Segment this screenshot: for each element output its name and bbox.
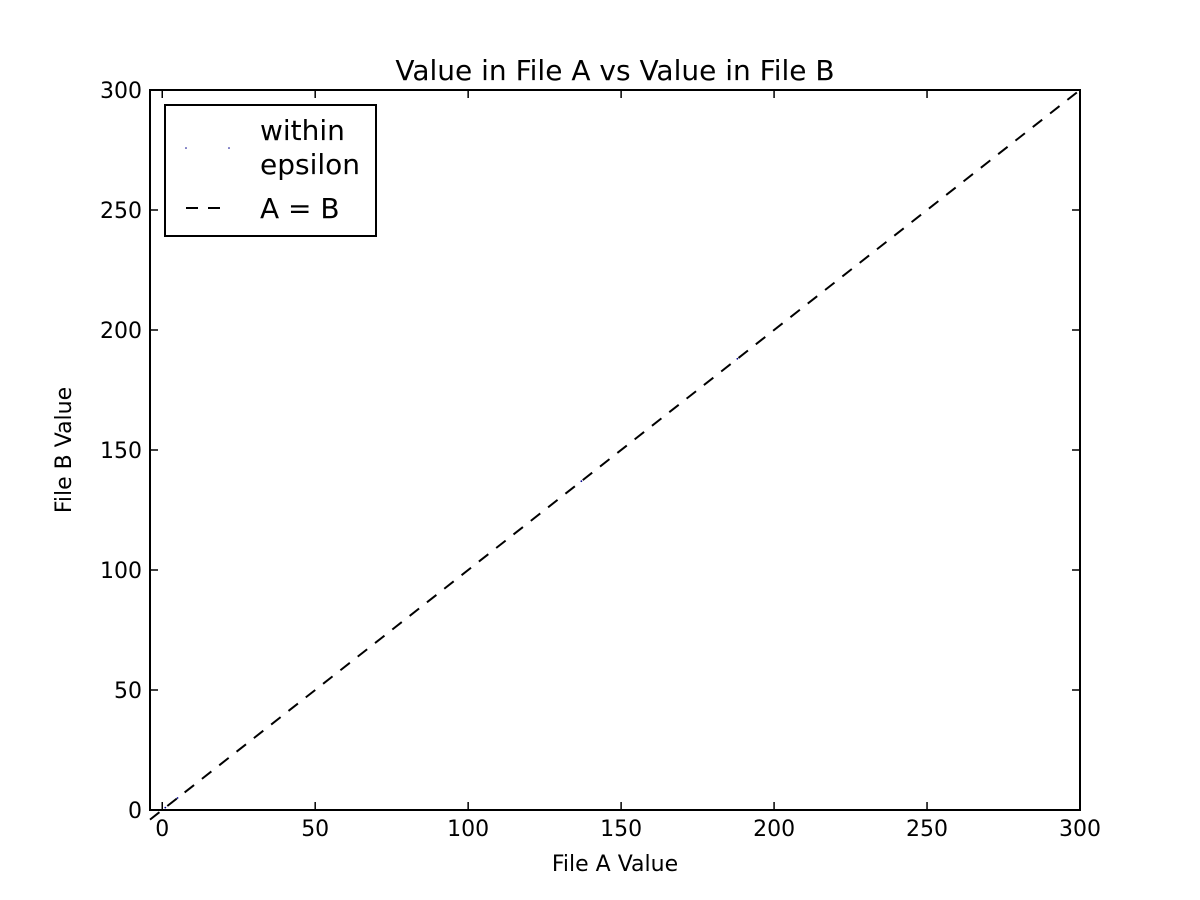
y-tick-labels: 0 50 100 150 200 250 300 bbox=[100, 79, 142, 824]
x-tick-label: 100 bbox=[447, 817, 489, 842]
x-tick-label: 200 bbox=[753, 817, 795, 842]
legend: within epsilon A = B bbox=[164, 104, 377, 237]
y-tick-label: 200 bbox=[100, 319, 142, 344]
chart-title: Value in File A vs Value in File B bbox=[395, 54, 834, 87]
x-tick-label: 50 bbox=[301, 817, 329, 842]
data-point bbox=[176, 797, 179, 799]
y-tick-label: 300 bbox=[100, 79, 142, 104]
legend-marker-points bbox=[228, 147, 230, 149]
y-tick-label: 100 bbox=[100, 559, 142, 584]
legend-label-line: epsilon bbox=[260, 148, 360, 181]
y-axis-title: File B Value bbox=[52, 387, 77, 513]
y-tick-label: 50 bbox=[114, 679, 142, 704]
legend-label-within-epsilon: within epsilon bbox=[260, 114, 360, 181]
data-point bbox=[736, 357, 739, 360]
x-tick-label: 250 bbox=[906, 817, 948, 842]
x-tick-label: 150 bbox=[600, 817, 642, 842]
x-axis-title: File A Value bbox=[552, 852, 678, 877]
x-tick-label: 300 bbox=[1059, 817, 1101, 842]
x-tick-labels: 0 50 100 150 200 250 300 bbox=[155, 817, 1101, 842]
legend-label-a-equals-b: A = B bbox=[260, 192, 340, 225]
plot-area bbox=[149, 89, 1081, 821]
y-tick-label: 250 bbox=[100, 199, 142, 224]
plot-frame bbox=[149, 89, 1081, 811]
y-tick-label: 150 bbox=[100, 439, 142, 464]
x-tick-label: 0 bbox=[155, 817, 169, 842]
legend-marker-points bbox=[185, 147, 187, 149]
legend-box bbox=[164, 104, 377, 237]
y-tick-label: 0 bbox=[128, 799, 142, 824]
legend-label-line: within bbox=[260, 114, 345, 147]
data-point bbox=[580, 480, 583, 483]
data-point bbox=[164, 806, 167, 809]
